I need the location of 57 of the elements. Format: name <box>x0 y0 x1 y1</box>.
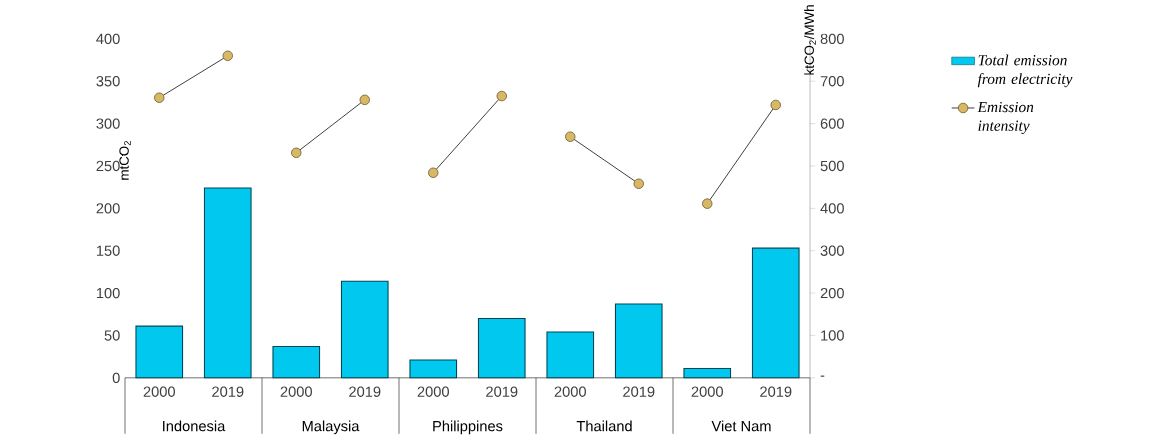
legend-label: Emission intensity <box>977 102 1034 135</box>
y2-tick-label: 100 <box>821 330 844 341</box>
x-tick-label: 2000 <box>143 386 175 398</box>
legend-label: Total emission from electricity <box>977 54 1073 88</box>
bar <box>683 368 732 379</box>
y-axis-title: mtCO$_{2}$ <box>119 141 131 180</box>
y-tick-label: 300 <box>96 118 120 129</box>
x-tick-label: 2000 <box>691 386 723 398</box>
y-tick-label: 50 <box>104 330 120 341</box>
x-tick-label: 2019 <box>623 386 655 398</box>
y-tick-label: 0 <box>112 372 120 384</box>
y2-tick-label: 800 <box>820 33 844 45</box>
bar <box>272 346 321 379</box>
x-tick-label: 2019 <box>760 386 792 398</box>
x-tick-label: 2019 <box>349 386 381 398</box>
y-tick-label: 400 <box>96 33 120 45</box>
y2-tick-label: - <box>820 375 825 377</box>
x-tick-label: 2000 <box>554 386 586 398</box>
bar <box>546 331 595 379</box>
point <box>359 94 370 106</box>
y2-tick-label: 400 <box>820 203 844 214</box>
point <box>428 167 439 179</box>
y2-tick-label: 500 <box>820 160 844 172</box>
bar <box>135 325 184 379</box>
point <box>770 99 781 111</box>
text: Thailand <box>576 420 632 432</box>
text: Indonesia <box>163 420 226 432</box>
bar <box>751 247 800 379</box>
point <box>702 198 713 210</box>
x-tick-label: 2000 <box>280 386 312 398</box>
y2-tick-label: 200 <box>820 288 844 299</box>
y2-tick-label: 600 <box>820 118 844 129</box>
y-tick-label: 350 <box>96 76 120 87</box>
y-tick-label: 100 <box>96 288 120 299</box>
y2-tick-label: 700 <box>820 76 844 87</box>
bar <box>614 303 663 379</box>
point <box>633 178 644 190</box>
point <box>154 92 165 104</box>
bar <box>477 318 526 379</box>
y-tick-label: 200 <box>96 203 120 214</box>
y2-axis-title: ktCO$_{2}$/MWh <box>804 5 816 75</box>
point <box>291 147 302 159</box>
bar <box>203 187 252 379</box>
text: Viet Nam <box>711 420 771 432</box>
point <box>222 50 233 62</box>
bar <box>340 280 389 379</box>
y2-tick-label: 300 <box>820 245 844 257</box>
text: Philippines <box>433 420 503 435</box>
bar <box>409 359 458 379</box>
y-tick-label: 150 <box>96 245 120 257</box>
text: Malaysia <box>302 420 360 435</box>
x-tick-label: 2019 <box>212 386 244 398</box>
x-tick-label: 2019 <box>486 386 518 398</box>
x-tick-label: 2000 <box>417 386 449 398</box>
point <box>565 131 576 143</box>
y-tick-label: 250 <box>96 160 120 172</box>
point <box>496 91 507 102</box>
